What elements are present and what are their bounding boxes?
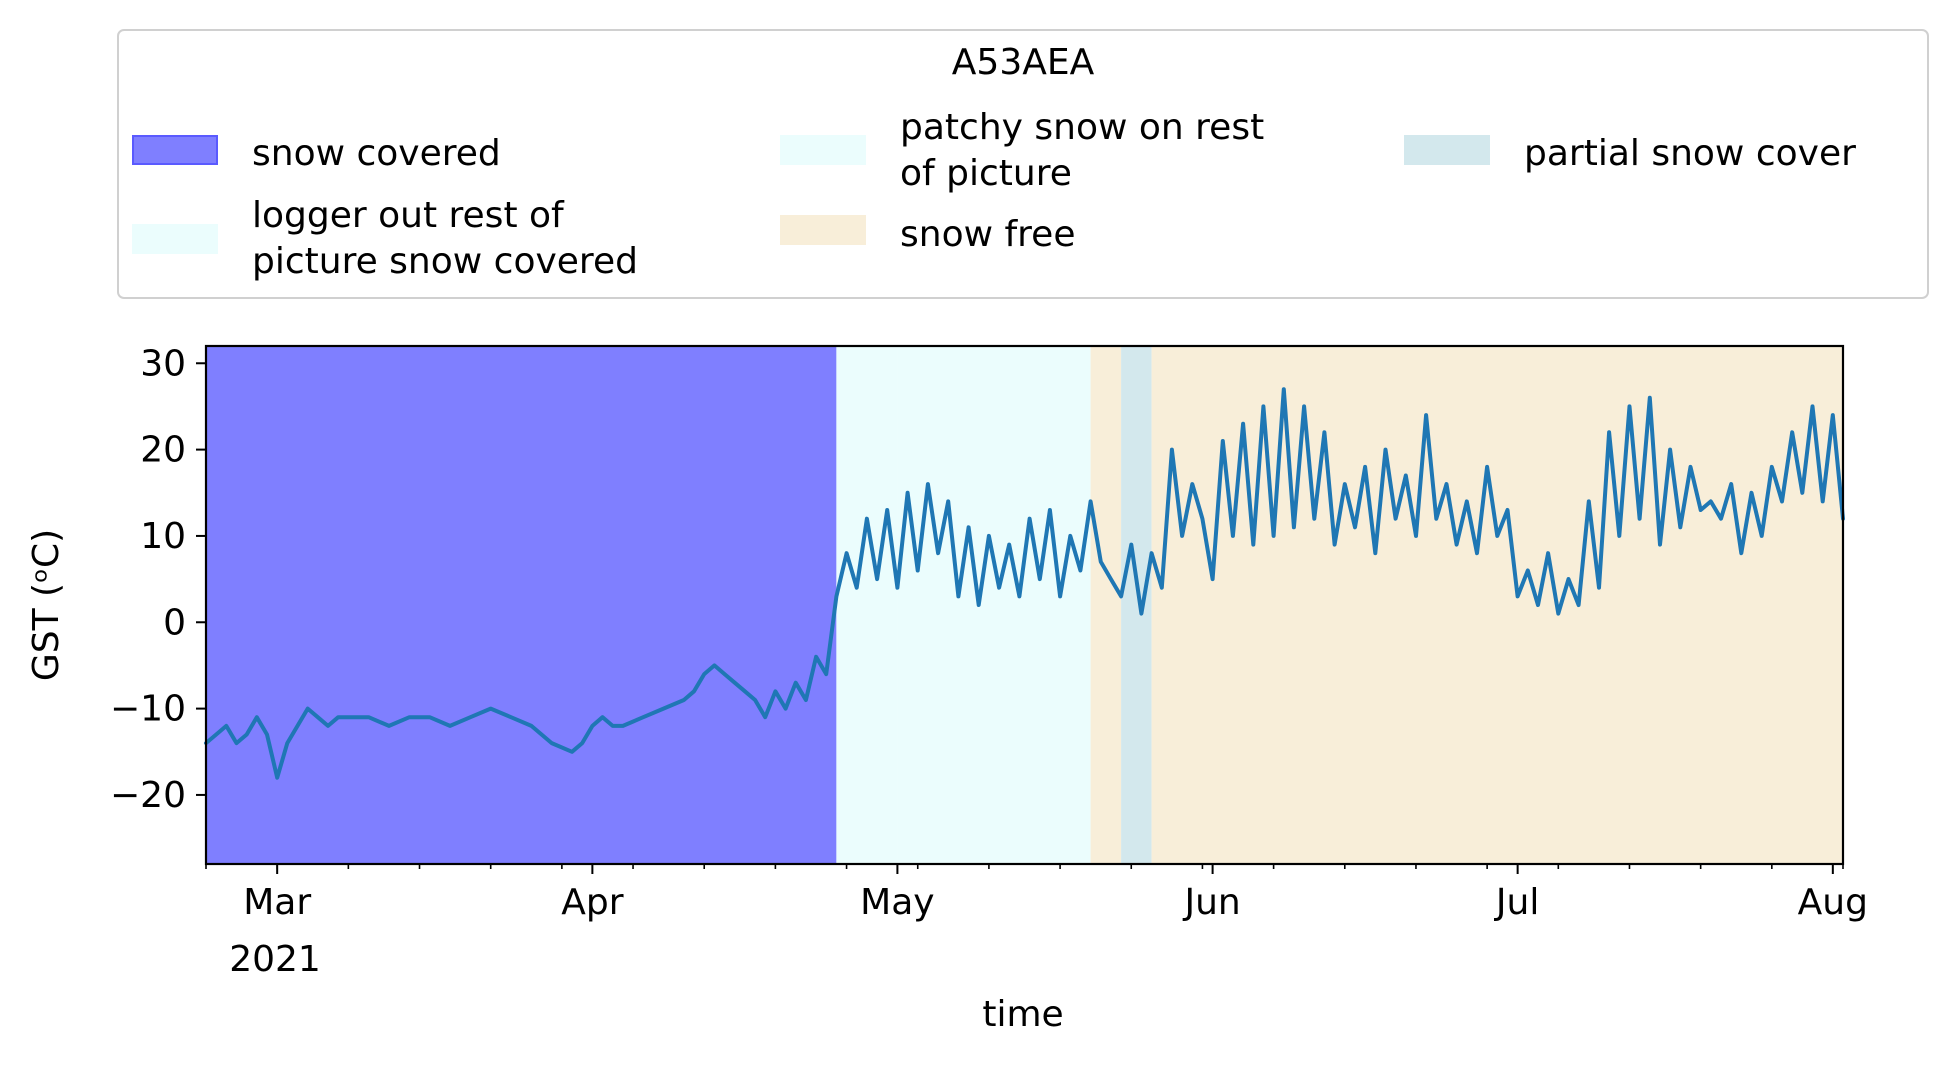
y-axis: 30 20 10 0 −10 −20 xyxy=(110,343,206,816)
y-tick-label: 0 xyxy=(163,602,186,643)
legend: A53AEA snow covered logger out rest of p… xyxy=(117,29,1929,299)
period-band-partial xyxy=(1121,346,1152,864)
plot-frame xyxy=(204,344,1845,866)
legend-label-partial: partial snow cover xyxy=(1524,133,1856,174)
y-tick-label: 20 xyxy=(140,430,186,471)
legend-swatch-snow-covered xyxy=(132,135,218,165)
legend-label-snow-covered: snow covered xyxy=(252,133,501,174)
legend-label-snow-free: snow free xyxy=(900,214,1075,255)
series-layer xyxy=(204,387,1845,780)
period-bands xyxy=(206,346,1843,864)
legend-label-logger-out-line1: logger out rest of xyxy=(252,195,565,236)
legend-label-patchy: patchy snow on rest of picture xyxy=(900,107,1276,194)
x-axis-year-label: 2021 xyxy=(229,939,321,980)
legend-label-logger-out: logger out rest of picture snow covered xyxy=(252,195,638,282)
x-tick-label: Jul xyxy=(1494,882,1539,923)
x-tick-label: Jun xyxy=(1182,882,1240,923)
legend-label-patchy-line1: patchy snow on rest xyxy=(900,107,1264,148)
legend-swatch-snow-free xyxy=(780,215,866,245)
x-axis: Mar Apr May Jun Jul Aug xyxy=(205,864,1868,923)
series-line-0 xyxy=(204,387,1845,780)
y-tick-label: 30 xyxy=(140,343,186,384)
x-axis-label: time xyxy=(982,994,1063,1035)
period-band-snow-free xyxy=(1151,346,1843,864)
period-band-snow-free xyxy=(1090,346,1122,864)
y-axis-label: GST (ᵒC) xyxy=(26,529,67,681)
legend-swatch-patchy xyxy=(780,135,866,165)
legend-label-logger-out-line2: picture snow covered xyxy=(252,241,638,282)
y-tick-label: 10 xyxy=(140,516,186,557)
x-tick-label: Apr xyxy=(561,882,623,923)
period-band-snow-covered xyxy=(206,346,837,864)
x-tick-label: Aug xyxy=(1798,882,1868,923)
legend-frame xyxy=(117,29,1929,299)
y-tick-label: −10 xyxy=(110,689,186,730)
legend-label-patchy-line2: of picture xyxy=(900,153,1072,194)
period-band-patchy xyxy=(897,346,1091,864)
period-band-logger-out xyxy=(836,346,898,864)
x-tick-label: May xyxy=(860,882,934,923)
x-tick-label: Mar xyxy=(243,882,311,923)
y-tick-label: −20 xyxy=(110,775,186,816)
legend-title: A53AEA xyxy=(952,42,1095,83)
legend-swatch-logger-out xyxy=(132,224,218,254)
legend-swatch-partial xyxy=(1404,135,1490,165)
